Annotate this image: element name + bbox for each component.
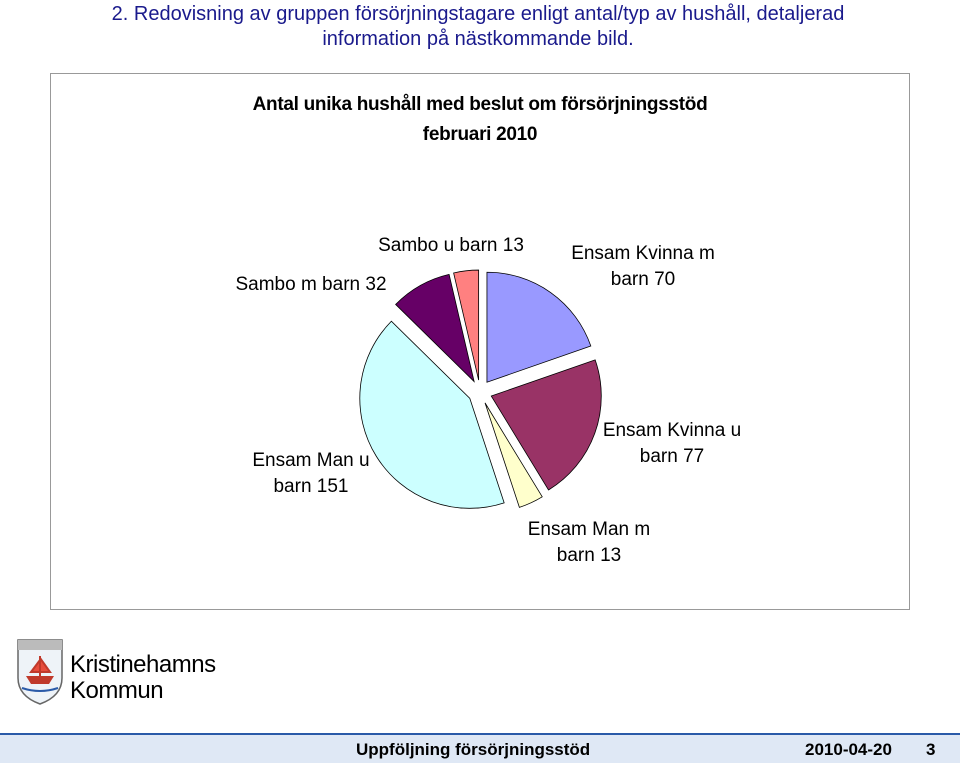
slice-category: Ensam Kvinna m barn	[571, 243, 715, 290]
slice-category: Ensam Man u barn	[252, 450, 370, 497]
footer-bar: Uppföljning försörjningsstöd 2010-04-20 …	[0, 733, 960, 763]
pie-slice	[484, 402, 543, 508]
slice-label: Ensam Kvinna u barn 77	[587, 418, 757, 470]
slice-value: 77	[683, 446, 705, 467]
slice-label: Ensam Man u barn 151	[241, 448, 381, 500]
pie-slice	[359, 320, 505, 509]
slide-heading: 2. Redovisning av gruppen försörjningsta…	[111, 3, 845, 50]
page-number: 3	[926, 740, 936, 759]
slice-value: 32	[365, 274, 387, 295]
logo-text: Kommun	[70, 677, 164, 704]
pie-slice	[395, 273, 475, 383]
slice-label: Sambo u barn 13	[351, 233, 551, 259]
pie-slice	[453, 269, 480, 381]
slice-label: Sambo m barn 32	[211, 272, 411, 298]
logo-text: Kristinehamns	[70, 651, 216, 678]
chart-subtitle: februari 2010	[422, 124, 538, 145]
slice-label: Ensam Kvinna m barn 70	[563, 241, 723, 293]
footer-title: Uppföljning försörjningsstöd	[356, 740, 591, 759]
slice-label: Ensam Man m barn 13	[514, 517, 664, 569]
slice-category: Ensam Man m barn	[527, 519, 651, 566]
slice-category: Sambo m barn	[235, 274, 361, 295]
slice-value: 13	[502, 235, 524, 256]
slice-value: 70	[654, 269, 676, 290]
pie-slice	[490, 359, 602, 491]
logo-shield	[17, 639, 63, 705]
slice-value: 13	[600, 545, 622, 566]
pie-slice	[486, 271, 592, 383]
footer-date: 2010-04-20	[805, 740, 892, 759]
slice-value: 151	[316, 476, 349, 497]
chart-frame	[50, 73, 910, 610]
chart-title: Antal unika hushåll med beslut om försör…	[252, 94, 708, 115]
slice-category: Sambo u barn	[378, 235, 498, 256]
slice-category: Ensam Kvinna u barn	[602, 420, 742, 467]
